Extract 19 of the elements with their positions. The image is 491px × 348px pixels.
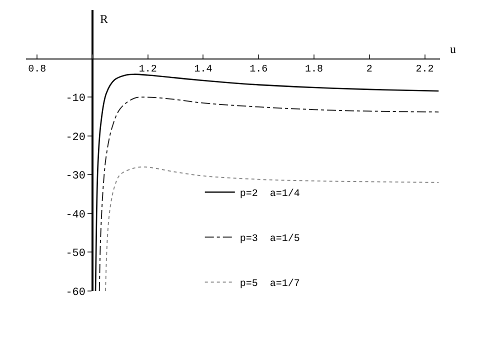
x-tick-label: 1.2 bbox=[138, 64, 157, 76]
y-tick-label: -60 bbox=[66, 286, 86, 299]
x-tick-label: 1.4 bbox=[194, 64, 212, 76]
y-tick-label: -40 bbox=[66, 209, 86, 222]
x-tick-label: 2 bbox=[366, 64, 372, 76]
y-tick-label: -30 bbox=[66, 170, 86, 183]
x-tick-label: 1.6 bbox=[250, 64, 268, 76]
legend-label: p=2 a=1/4 bbox=[240, 188, 300, 200]
legend-label: p=3 a=1/5 bbox=[240, 233, 300, 246]
x-axis-title: u bbox=[450, 42, 456, 56]
y-tick-label: -50 bbox=[66, 248, 86, 260]
y-tick-label: -20 bbox=[66, 132, 86, 144]
x-tick-label: 1.8 bbox=[304, 64, 324, 76]
legend-label: p=5 a=1/7 bbox=[240, 278, 300, 290]
y-tick-label: -10 bbox=[66, 93, 86, 106]
line-series bbox=[104, 166, 440, 291]
y-axis-title: R bbox=[100, 12, 108, 26]
x-tick-label: 2.2 bbox=[416, 64, 434, 76]
x-tick-label: 0.8 bbox=[28, 64, 46, 76]
